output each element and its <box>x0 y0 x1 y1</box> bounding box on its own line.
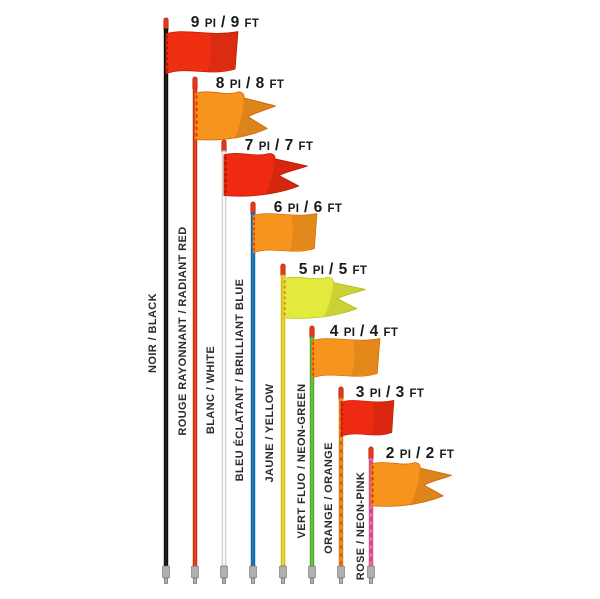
pole-ferrule <box>162 565 170 579</box>
flag-8ft <box>194 91 276 141</box>
size-label-2ft: 2 PI / 2 FT <box>385 445 455 462</box>
size-label-7ft: 7 PI / 7 FT <box>244 137 314 154</box>
pole-ferrule <box>249 565 257 579</box>
pole-pin <box>368 577 374 584</box>
pole-ferrule <box>308 565 316 579</box>
pole-pin <box>309 577 315 584</box>
size-label-6ft: 6 PI / 6 FT <box>273 199 343 216</box>
color-label-yellow: JAUNE / YELLOW <box>264 383 276 483</box>
color-label-black: NOIR / BLACK <box>147 293 159 373</box>
flag-9ft <box>165 31 239 75</box>
size-label-9ft: 9 PI / 9 FT <box>190 14 260 31</box>
pole-5ft <box>280 274 286 568</box>
pole-ferrule <box>220 565 228 579</box>
flag-unit-5ft <box>279 263 366 584</box>
flag-unit-4ft <box>308 325 381 584</box>
pole-pin <box>192 577 198 584</box>
flag-2ft <box>370 462 452 507</box>
pole-ferrule <box>337 565 345 579</box>
flag-7ft <box>223 153 308 197</box>
flag-4ft <box>311 338 381 379</box>
pole-ferrule <box>279 565 287 579</box>
pole-pin <box>221 577 227 584</box>
flag-unit-8ft <box>191 76 276 584</box>
flag-unit-9ft <box>162 17 239 584</box>
pole-6ft <box>250 212 256 568</box>
pole-pin <box>163 577 169 584</box>
color-label-white: BLANC / WHITE <box>205 345 217 435</box>
color-label-orange: ORANGE / ORANGE <box>323 442 335 554</box>
flag-5ft <box>282 276 366 319</box>
pole-pin <box>280 577 286 584</box>
color-label-neon-green: VERT FLUO / NEON-GREEN <box>296 383 308 539</box>
color-label-radiant-red: ROUGE RAYONNANT / RADIANT RED <box>177 226 189 436</box>
pole-9ft <box>163 28 169 568</box>
color-label-brilliant-blue: BLEU ÉCLATANT / BRILLIANT BLUE <box>234 278 246 482</box>
pole-ferrule <box>191 565 199 579</box>
flag-3ft <box>340 400 395 437</box>
flag-6ft <box>252 213 318 254</box>
size-label-4ft: 4 PI / 4 FT <box>329 323 399 340</box>
pole-pin <box>338 577 344 584</box>
flag-unit-7ft <box>220 139 308 584</box>
pole-ferrule <box>367 565 375 579</box>
size-label-8ft: 8 PI / 8 FT <box>215 75 285 92</box>
size-label-5ft: 5 PI / 5 FT <box>298 261 368 278</box>
flag-unit-6ft <box>249 201 318 584</box>
flag-unit-2ft <box>367 446 452 584</box>
pole-pin <box>250 577 256 584</box>
pole-7ft <box>221 150 227 568</box>
size-label-3ft: 3 PI / 3 FT <box>355 384 425 401</box>
flag-unit-3ft <box>337 386 395 584</box>
color-label-neon-pink: ROSE / NEON-PINK <box>355 471 367 581</box>
pole-8ft <box>192 87 198 568</box>
